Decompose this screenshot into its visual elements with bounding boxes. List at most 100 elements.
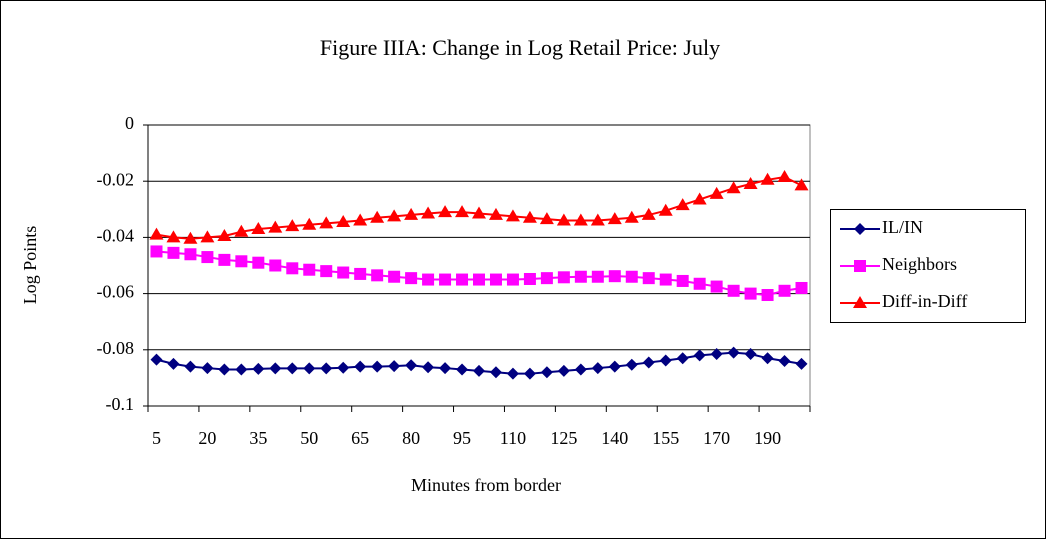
marker-triangle — [539, 212, 554, 225]
marker-triangle — [556, 213, 571, 226]
marker-diamond — [489, 366, 502, 379]
marker-diamond — [761, 352, 774, 365]
marker-diamond — [456, 363, 469, 376]
marker-triangle — [387, 209, 402, 222]
x-tick-label: 190 — [754, 428, 781, 448]
x-tick-label: 140 — [601, 428, 628, 448]
marker-triangle — [336, 214, 351, 227]
marker-diamond — [201, 362, 214, 375]
y-tick-label: 0 — [125, 113, 134, 133]
x-tick-label: 65 — [351, 428, 369, 448]
marker-diamond — [710, 348, 723, 361]
marker-square — [591, 270, 604, 283]
marker-square — [422, 273, 435, 286]
legend-label: Diff-in-Diff — [882, 291, 967, 311]
marker-triangle — [624, 210, 639, 223]
y-axis-label: Log Points — [20, 226, 40, 305]
x-tick-label: 50 — [300, 428, 318, 448]
marker-triangle — [590, 213, 605, 226]
marker-triangle — [166, 230, 181, 243]
marker-diamond — [354, 360, 367, 373]
marker-diamond — [269, 362, 282, 375]
marker-triangle — [438, 205, 453, 218]
marker-triangle — [675, 198, 690, 211]
marker-square — [642, 272, 655, 285]
marker-square — [235, 255, 248, 268]
marker-triangle — [268, 220, 283, 233]
marker-triangle — [573, 213, 588, 226]
marker-diamond — [557, 364, 570, 377]
marker-square — [405, 272, 418, 285]
marker-diamond — [167, 357, 180, 370]
marker-diamond — [252, 362, 265, 375]
marker-triangle — [455, 205, 470, 218]
marker-triangle — [319, 216, 334, 229]
marker-triangle — [234, 224, 249, 237]
marker-triangle — [404, 207, 419, 220]
x-tick-label: 95 — [453, 428, 471, 448]
marker-square — [574, 270, 587, 283]
marker-square — [506, 273, 519, 286]
marker-square — [303, 263, 316, 276]
y-tick-label: -0.1 — [106, 394, 135, 414]
x-tick-label: 155 — [652, 428, 679, 448]
marker-diamond — [854, 223, 866, 235]
marker-square — [150, 245, 163, 258]
marker-diamond — [744, 348, 757, 361]
marker-triangle — [853, 296, 867, 308]
marker-diamond — [405, 359, 418, 372]
marker-triangle — [760, 172, 775, 185]
marker-square — [167, 246, 180, 259]
marker-square — [337, 266, 350, 279]
marker-diamond — [540, 366, 553, 379]
marker-square — [727, 284, 740, 297]
marker-square — [456, 273, 469, 286]
marker-triangle — [251, 221, 266, 234]
legend-label: IL/IN — [882, 217, 923, 237]
marker-diamond — [150, 353, 163, 366]
marker-triangle — [217, 228, 232, 241]
marker-diamond — [642, 356, 655, 369]
marker-triangle — [777, 169, 792, 182]
marker-square — [676, 274, 689, 287]
marker-diamond — [591, 362, 604, 375]
marker-diamond — [320, 362, 333, 375]
marker-diamond — [337, 361, 350, 374]
marker-triangle — [200, 230, 215, 243]
marker-square — [795, 281, 808, 294]
x-tick-label: 35 — [249, 428, 267, 448]
x-tick-label: 125 — [550, 428, 577, 448]
marker-diamond — [608, 360, 621, 373]
marker-square — [778, 284, 791, 297]
marker-square — [201, 251, 214, 264]
marker-triangle — [522, 210, 537, 223]
y-tick-label: -0.06 — [97, 282, 135, 302]
legend-label: Neighbors — [882, 254, 957, 274]
marker-diamond — [388, 360, 401, 373]
marker-square — [388, 270, 401, 283]
marker-triangle — [658, 203, 673, 216]
marker-square — [659, 273, 672, 286]
marker-triangle — [353, 213, 368, 226]
marker-square — [744, 287, 757, 300]
marker-square — [184, 248, 197, 261]
x-tick-label: 20 — [198, 428, 216, 448]
marker-diamond — [506, 367, 519, 380]
marker-diamond — [625, 358, 638, 371]
y-tick-label: -0.02 — [97, 169, 135, 189]
marker-square — [371, 269, 384, 282]
marker-square — [439, 273, 452, 286]
y-tick-label: -0.04 — [97, 226, 135, 246]
x-tick-label: 110 — [500, 428, 526, 448]
marker-square — [354, 267, 367, 280]
marker-triangle — [149, 227, 164, 240]
marker-diamond — [574, 363, 587, 376]
marker-square — [489, 273, 502, 286]
marker-diamond — [371, 360, 384, 373]
marker-square — [252, 256, 265, 269]
marker-triangle — [709, 186, 724, 199]
marker-triangle — [726, 181, 741, 194]
x-tick-label: 170 — [703, 428, 730, 448]
marker-square — [854, 260, 866, 272]
